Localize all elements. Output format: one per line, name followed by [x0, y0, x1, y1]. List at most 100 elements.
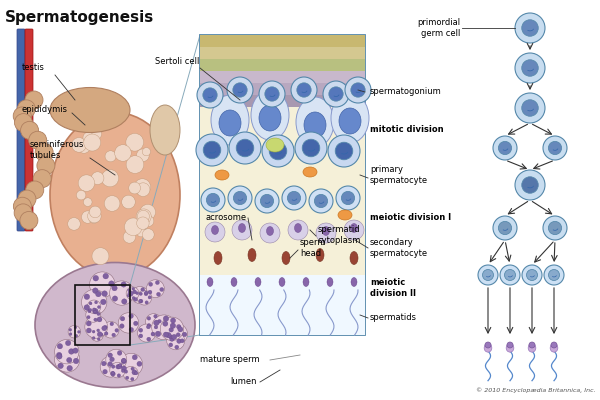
Circle shape — [131, 378, 134, 381]
Circle shape — [336, 186, 360, 210]
Ellipse shape — [296, 97, 334, 147]
Circle shape — [139, 334, 143, 338]
Circle shape — [134, 372, 138, 375]
Circle shape — [74, 326, 77, 329]
Ellipse shape — [551, 342, 557, 348]
Circle shape — [169, 328, 173, 332]
Circle shape — [131, 286, 149, 304]
Circle shape — [92, 337, 95, 340]
Circle shape — [20, 121, 38, 139]
Circle shape — [118, 364, 122, 369]
Circle shape — [137, 210, 149, 222]
Circle shape — [121, 359, 126, 364]
Circle shape — [126, 156, 144, 174]
Circle shape — [92, 330, 95, 333]
Circle shape — [33, 170, 51, 188]
Ellipse shape — [339, 108, 361, 134]
Circle shape — [203, 141, 221, 159]
Circle shape — [89, 214, 98, 224]
Circle shape — [87, 316, 90, 319]
Circle shape — [110, 372, 115, 376]
Circle shape — [314, 194, 328, 208]
Circle shape — [92, 308, 98, 314]
Ellipse shape — [323, 226, 329, 236]
Circle shape — [136, 228, 146, 237]
Circle shape — [139, 299, 143, 303]
Circle shape — [133, 290, 137, 294]
Text: meiotic
division II: meiotic division II — [370, 278, 416, 298]
Circle shape — [151, 332, 155, 336]
Circle shape — [137, 361, 142, 366]
Circle shape — [86, 321, 91, 326]
Circle shape — [65, 340, 71, 346]
Circle shape — [154, 320, 159, 326]
Text: Sertoli cell: Sertoli cell — [155, 58, 199, 66]
Circle shape — [97, 338, 100, 340]
Circle shape — [142, 229, 154, 240]
Circle shape — [236, 139, 254, 157]
Circle shape — [102, 326, 107, 331]
Circle shape — [527, 270, 538, 280]
Circle shape — [101, 299, 106, 305]
Circle shape — [58, 363, 64, 369]
Circle shape — [112, 333, 115, 337]
Circle shape — [112, 365, 115, 368]
Text: spermatogonium: spermatogonium — [370, 88, 442, 96]
Circle shape — [228, 186, 252, 210]
Circle shape — [118, 313, 139, 333]
Circle shape — [68, 349, 74, 354]
Text: Spermatogenesis: Spermatogenesis — [5, 10, 154, 25]
Circle shape — [100, 333, 103, 336]
Circle shape — [139, 292, 142, 296]
Circle shape — [18, 190, 36, 208]
Circle shape — [132, 370, 137, 375]
Circle shape — [97, 332, 102, 337]
Circle shape — [132, 288, 135, 290]
Circle shape — [522, 177, 538, 193]
Circle shape — [145, 291, 148, 294]
Circle shape — [117, 374, 121, 377]
Circle shape — [145, 314, 162, 330]
Circle shape — [97, 317, 102, 322]
Circle shape — [478, 265, 498, 285]
Circle shape — [92, 308, 96, 311]
Circle shape — [260, 223, 280, 243]
Circle shape — [115, 145, 131, 161]
Circle shape — [147, 324, 151, 327]
Circle shape — [137, 217, 149, 230]
Ellipse shape — [219, 110, 241, 136]
Circle shape — [233, 191, 247, 204]
Circle shape — [543, 216, 567, 240]
Circle shape — [169, 335, 173, 339]
Text: epididymis: epididymis — [22, 106, 68, 114]
Circle shape — [121, 282, 127, 287]
Circle shape — [25, 91, 43, 109]
Circle shape — [172, 334, 177, 340]
Circle shape — [134, 179, 151, 195]
Circle shape — [111, 371, 115, 375]
Circle shape — [93, 276, 98, 281]
Circle shape — [57, 344, 62, 349]
Circle shape — [158, 320, 161, 323]
Circle shape — [139, 300, 142, 303]
Circle shape — [89, 302, 92, 305]
Circle shape — [67, 366, 73, 371]
Circle shape — [129, 328, 134, 332]
Circle shape — [77, 140, 91, 153]
Ellipse shape — [248, 248, 256, 262]
Circle shape — [82, 211, 94, 223]
Circle shape — [163, 332, 169, 337]
Circle shape — [548, 141, 562, 154]
Circle shape — [104, 332, 108, 335]
Ellipse shape — [529, 342, 535, 348]
Circle shape — [103, 273, 109, 279]
Circle shape — [196, 134, 228, 166]
Circle shape — [499, 222, 512, 234]
Circle shape — [515, 170, 545, 200]
Circle shape — [88, 310, 91, 313]
Circle shape — [78, 175, 95, 191]
Circle shape — [124, 218, 142, 236]
Circle shape — [73, 358, 79, 364]
Circle shape — [134, 321, 138, 326]
Circle shape — [129, 314, 133, 318]
